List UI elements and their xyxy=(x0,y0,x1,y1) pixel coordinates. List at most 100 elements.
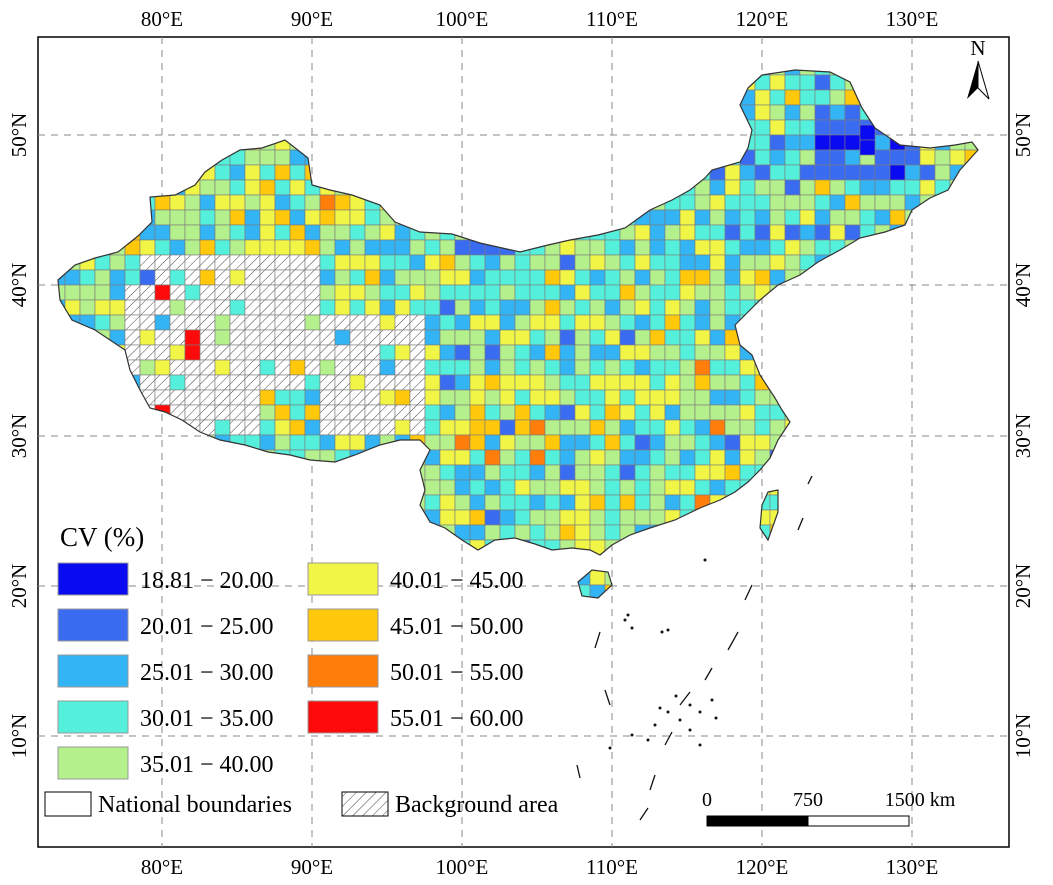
grid-cell xyxy=(814,224,831,241)
left-tick-label: 10°N xyxy=(7,714,31,759)
legend-label: 18.81 − 20.00 xyxy=(140,568,274,594)
grid-cell xyxy=(784,119,801,136)
grid-cell xyxy=(169,359,186,376)
grid-cell xyxy=(349,284,366,301)
grid-cell xyxy=(484,269,501,286)
grid-cell xyxy=(469,314,486,331)
grid-cell xyxy=(739,224,756,241)
grid-cell xyxy=(814,194,831,211)
grid-cell xyxy=(289,359,306,376)
grid-cell xyxy=(694,479,711,496)
grid-cell xyxy=(814,209,831,226)
grid-cell xyxy=(724,269,741,286)
grid-cell xyxy=(304,194,321,211)
grid-cell xyxy=(439,494,456,511)
grid-cell xyxy=(529,494,546,511)
grid-cell xyxy=(454,509,471,526)
grid-cell xyxy=(814,104,831,121)
grid-cell xyxy=(589,239,606,256)
grid-cell xyxy=(289,224,306,241)
grid-cell xyxy=(259,329,276,346)
grid-cell xyxy=(304,269,321,286)
grid-cell xyxy=(544,359,561,376)
grid-cell xyxy=(514,509,531,526)
grid-cell xyxy=(724,239,741,256)
legend-swatch xyxy=(57,562,129,596)
grid-cell xyxy=(349,359,366,376)
grid-cell xyxy=(724,299,741,316)
grid-cell xyxy=(649,479,666,496)
grid-cell xyxy=(304,314,321,331)
grid-cell xyxy=(424,239,441,256)
grid-cell xyxy=(484,419,501,436)
grid-cell xyxy=(799,119,816,136)
grid-cell xyxy=(724,179,741,196)
grid-cell xyxy=(274,344,291,361)
grid-cell xyxy=(139,254,156,271)
grid-cell xyxy=(319,269,336,286)
grid-cell xyxy=(214,179,231,196)
grid-cell xyxy=(319,284,336,301)
grid-cell xyxy=(589,329,606,346)
grid-cell xyxy=(514,419,531,436)
grid-cell xyxy=(274,179,291,196)
grid-cell xyxy=(784,194,801,211)
grid-cell xyxy=(484,494,501,511)
grid-cell xyxy=(184,299,201,316)
grid-cell xyxy=(124,284,141,301)
grid-cell xyxy=(754,194,771,211)
grid-cell xyxy=(259,149,276,166)
grid-cell xyxy=(649,254,666,271)
grid-cell xyxy=(604,464,621,481)
grid-cell xyxy=(514,389,531,406)
grid-cell xyxy=(334,404,351,421)
grid-cell xyxy=(709,449,726,466)
grid-cell xyxy=(589,419,606,436)
grid-cell xyxy=(424,494,441,511)
grid-cell xyxy=(604,359,621,376)
grid-cell xyxy=(514,464,531,481)
grid-cell xyxy=(274,389,291,406)
grid-cell xyxy=(664,389,681,406)
grid-cell xyxy=(889,164,906,181)
grid-cell xyxy=(79,284,96,301)
grid-cell xyxy=(469,449,486,466)
grid-cell xyxy=(769,134,786,151)
grid-cell xyxy=(559,314,576,331)
grid-cell xyxy=(184,344,201,361)
grid-cell xyxy=(289,269,306,286)
grid-cell xyxy=(544,449,561,466)
grid-cell xyxy=(574,404,591,421)
grid-cell xyxy=(319,194,336,211)
legend-label: 30.01 − 35.00 xyxy=(140,706,274,732)
grid-cell xyxy=(409,419,426,436)
grid-cell xyxy=(199,344,216,361)
grid-cell xyxy=(304,239,321,256)
grid-cell xyxy=(229,344,246,361)
grid-cell xyxy=(319,224,336,241)
grid-cell xyxy=(244,239,261,256)
grid-cell xyxy=(559,389,576,406)
grid-cell xyxy=(559,479,576,496)
grid-cell xyxy=(334,314,351,331)
grid-cell xyxy=(724,374,741,391)
grid-cell xyxy=(904,149,921,166)
grid-cell xyxy=(259,194,276,211)
grid-cell xyxy=(559,299,576,316)
grid-cell xyxy=(739,434,756,451)
grid-cell xyxy=(874,149,891,166)
grid-cell xyxy=(229,299,246,316)
grid-cell xyxy=(484,449,501,466)
grid-cell xyxy=(124,269,141,286)
right-tick-label: 20°N xyxy=(1011,564,1035,609)
grid-cell xyxy=(634,374,651,391)
grid-cell xyxy=(679,299,696,316)
grid-cell xyxy=(634,389,651,406)
grid-cell xyxy=(784,134,801,151)
grid-cell xyxy=(589,404,606,421)
grid-cell xyxy=(799,209,816,226)
grid-cell xyxy=(694,389,711,406)
grid-cell xyxy=(754,209,771,226)
grid-cell xyxy=(619,404,636,421)
grid-cell xyxy=(259,359,276,376)
